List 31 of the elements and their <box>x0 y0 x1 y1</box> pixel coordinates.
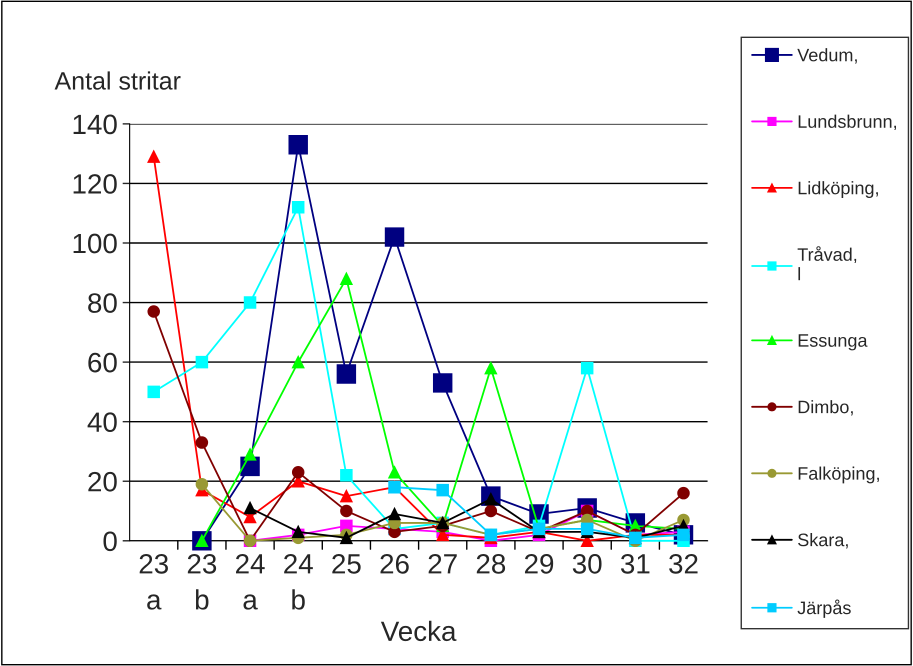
x-tick-label: 29 <box>524 554 554 574</box>
x-tick-label: 24 a <box>236 554 265 610</box>
legend-label: Lidköping, <box>798 181 878 198</box>
x-tick-label: 26 <box>380 554 409 574</box>
x-tick-label: 23 a <box>140 554 168 610</box>
y-tick-label: 0 <box>103 531 117 552</box>
x-tick-label: 25 <box>332 554 361 574</box>
x-axis-title: Vecka <box>380 620 456 642</box>
x-tick-label: 23 b <box>188 554 216 610</box>
x-tick-label: 27 <box>428 554 457 574</box>
y-tick-label: 20 <box>88 472 117 492</box>
legend-label: Järpås <box>798 600 851 618</box>
y-tick-label: 60 <box>88 352 117 372</box>
legend-label: Vedum, <box>797 48 857 64</box>
y-tick-label: 120 <box>74 174 117 194</box>
legend-label: Dimbo, <box>798 400 853 416</box>
y-tick-label: 80 <box>88 293 117 313</box>
legend-label: Skara, <box>798 533 848 548</box>
x-tick-label: 28 <box>476 554 506 574</box>
x-tick-label: 32 <box>669 554 698 574</box>
x-tick-label: 31 <box>620 554 650 574</box>
x-tick-label: 30 <box>572 554 602 574</box>
legend-label: Essunga <box>798 334 868 350</box>
y-tick-label: 40 <box>88 412 117 432</box>
legend-label: Tråvad, l <box>798 246 856 280</box>
legend-label: Lundsbrunn, <box>798 114 896 130</box>
y-tick-label: 100 <box>74 234 117 254</box>
legend-label: Falköping, <box>798 466 879 484</box>
y-axis-title: Antal stritar <box>54 71 181 90</box>
x-tick-label: 24 b <box>284 554 313 610</box>
y-tick-label: 140 <box>74 114 117 134</box>
